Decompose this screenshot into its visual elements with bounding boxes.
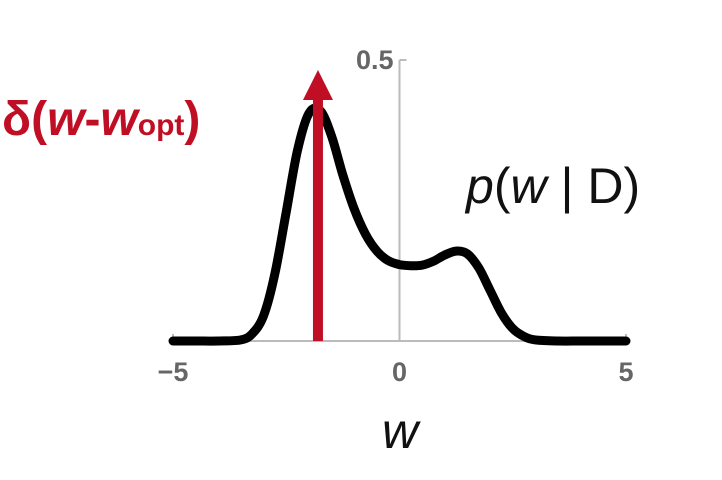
series-label-posterior: p(w | D) <box>464 158 640 214</box>
x-tick-label: 5 <box>618 357 633 387</box>
posterior-label-open: ( <box>494 158 511 214</box>
curve-layer <box>168 103 631 346</box>
x-tick-label: 0 <box>392 357 407 387</box>
posterior-label-d: D <box>587 158 623 214</box>
x-axis-label: w <box>382 403 421 459</box>
delta-label-w2: w <box>100 93 140 146</box>
delta-label-minus: - <box>84 93 100 146</box>
posterior-label-p: p <box>464 158 494 214</box>
posterior-label-close: ) <box>623 158 640 214</box>
posterior-label-w: w <box>510 158 549 214</box>
x-ticks: −5 0 5 <box>158 334 634 387</box>
y-tick-label: 0.5 <box>356 45 394 75</box>
delta-label-close: ) <box>184 93 200 146</box>
series-line-posterior <box>168 103 631 346</box>
x-tick-label: −5 <box>158 357 189 387</box>
posterior-label-bar: | <box>547 158 588 214</box>
series-label-delta: δ(w-wopt) <box>2 93 200 146</box>
y-ticks: 0.5 <box>356 45 407 75</box>
delta-impulse-arrowhead <box>302 70 333 100</box>
impulse-layer <box>302 70 333 341</box>
delta-label-open: δ( <box>2 93 47 146</box>
delta-label-sub: opt <box>138 109 185 142</box>
delta-label-w1: w <box>47 93 87 146</box>
